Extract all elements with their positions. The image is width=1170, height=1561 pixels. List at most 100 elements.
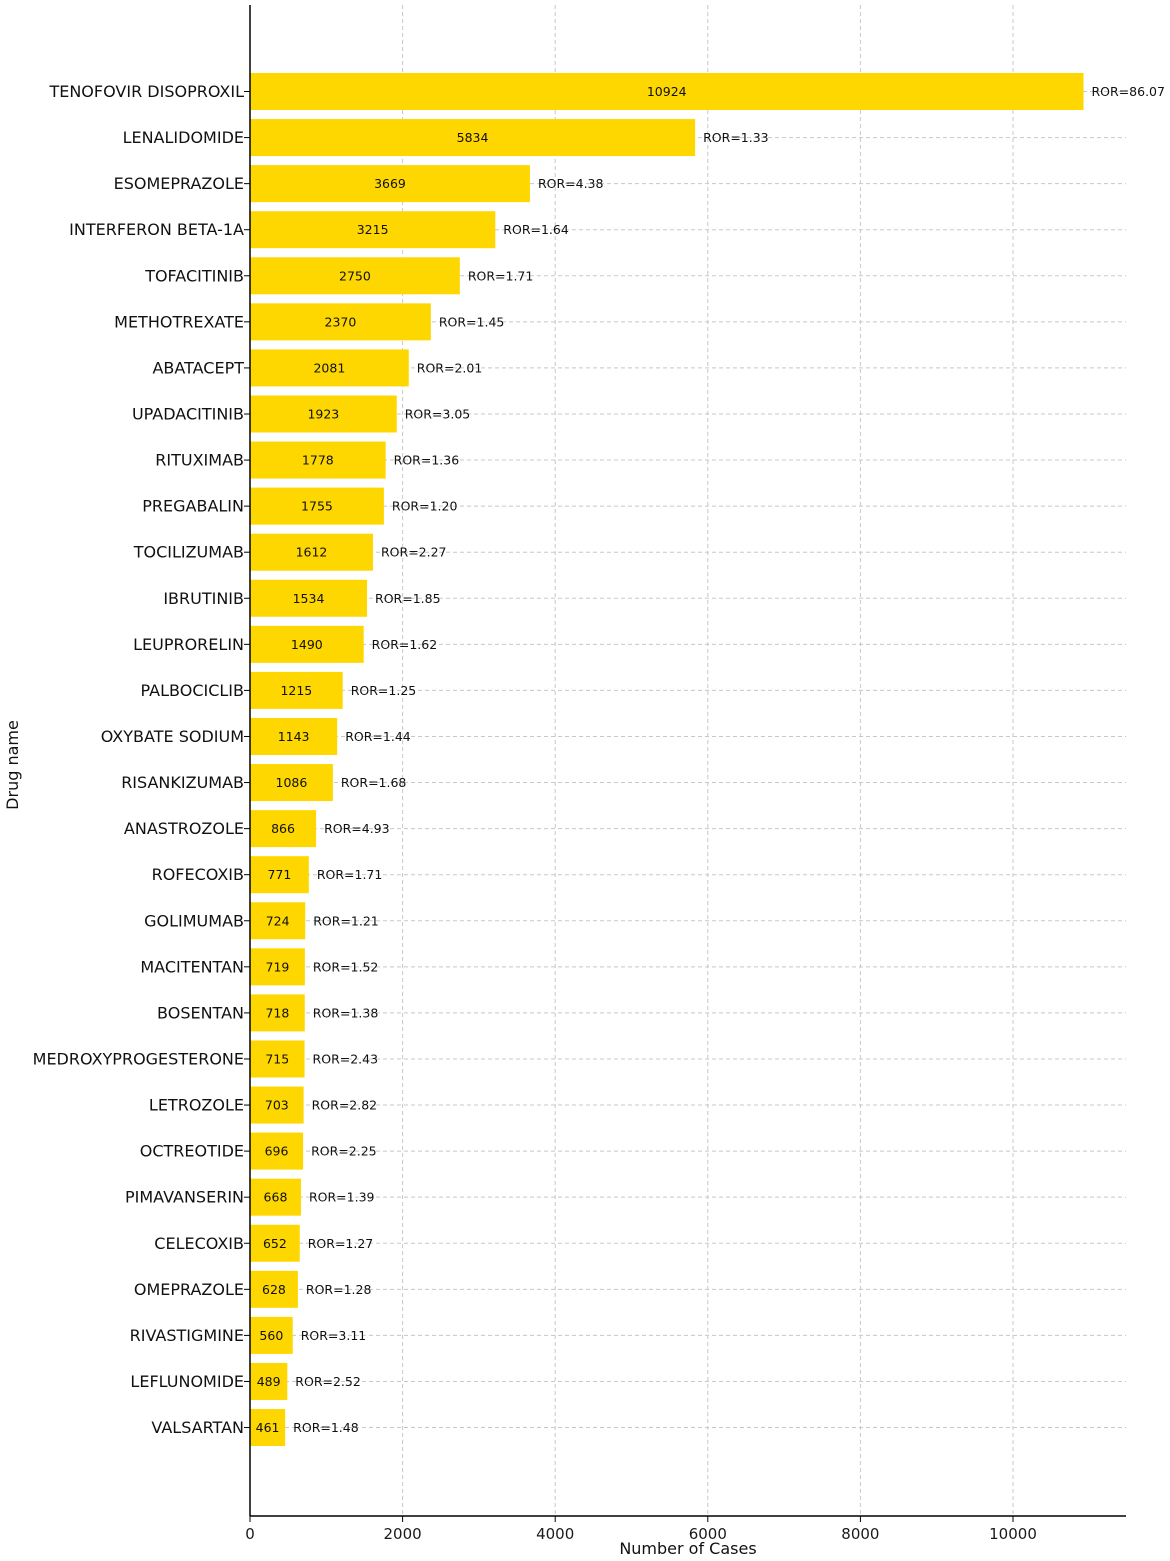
ror-annotation: ROR=1.52 (313, 959, 379, 974)
axes (249, 5, 1126, 1517)
grid-lines (250, 5, 1126, 1516)
category-label: LEFLUNOMIDE (130, 1372, 244, 1391)
bar (250, 717, 338, 755)
category-label: RITUXIMAB (155, 451, 244, 470)
bar-value-label: 461 (256, 1420, 280, 1435)
bar (250, 1270, 298, 1308)
category-label: VALSARTAN (151, 1418, 244, 1437)
bar (250, 257, 460, 295)
ror-annotation: ROR=3.05 (405, 406, 471, 421)
ror-annotation: ROR=1.28 (306, 1282, 372, 1297)
bar-value-label: 771 (267, 867, 291, 882)
category-label: METHOTREXATE (114, 312, 244, 331)
category-label: ESOMEPRAZOLE (114, 174, 244, 193)
x-tick-label: 8000 (841, 1525, 879, 1543)
bar (250, 533, 373, 571)
category-label: LETROZOLE (149, 1096, 244, 1115)
ror-annotation: ROR=1.48 (293, 1420, 359, 1435)
bar (250, 902, 306, 940)
bar (250, 810, 317, 848)
bar-value-label: 715 (265, 1051, 289, 1066)
ror-annotation: ROR=1.20 (392, 499, 458, 514)
ror-annotation: ROR=1.71 (468, 268, 534, 283)
category-label: OCTREOTIDE (140, 1142, 244, 1161)
bar-value-label: 1490 (291, 637, 323, 652)
ror-annotation: ROR=1.62 (372, 637, 438, 652)
bar (250, 625, 364, 663)
category-label: OMEPRAZOLE (134, 1280, 244, 1299)
bar (250, 211, 496, 249)
bar-value-label: 2370 (325, 314, 357, 329)
category-label: ROFECOXIB (152, 865, 244, 884)
bar-value-label: 489 (257, 1374, 281, 1389)
ror-annotation: ROR=1.68 (341, 775, 407, 790)
category-label: BOSENTAN (157, 1003, 244, 1022)
bar (250, 1224, 300, 1262)
bars: 10924 ROR=86.07 5834 ROR=1.33 3669 ROR=4.38 32… (250, 73, 1165, 1447)
bar-value-label: 668 (264, 1190, 288, 1205)
bar (250, 1040, 305, 1078)
category-label: GOLIMUMAB (144, 911, 244, 930)
bar-value-label: 718 (265, 1005, 289, 1020)
bar-value-label: 719 (266, 959, 290, 974)
bar (250, 994, 305, 1032)
ror-annotation: ROR=2.52 (295, 1374, 361, 1389)
bar-value-label: 628 (262, 1282, 286, 1297)
bar-value-label: 2081 (313, 360, 345, 375)
category-label: TOCILIZUMAB (133, 543, 244, 562)
bar (250, 1409, 286, 1447)
bar-value-label: 5834 (457, 130, 489, 145)
x-axis-title: Number of Cases (619, 1539, 756, 1558)
ror-annotation: ROR=1.85 (375, 591, 441, 606)
bar-value-label: 1612 (296, 545, 328, 560)
bar-value-label: 2750 (339, 268, 371, 283)
ror-annotation: ROR=2.43 (313, 1051, 379, 1066)
category-labels: TENOFOVIR DISOPROXIL LENALIDOMIDE ESOMEPRA… (33, 82, 250, 1437)
x-tick-label: 10000 (989, 1525, 1037, 1543)
bar (250, 1178, 301, 1216)
bar (250, 487, 384, 525)
bar (250, 856, 309, 894)
ror-annotation: ROR=4.93 (324, 821, 390, 836)
ror-annotation: ROR=1.27 (308, 1236, 374, 1251)
bar (250, 1132, 304, 1170)
ror-annotation: ROR=1.45 (439, 314, 505, 329)
ror-annotation: ROR=1.38 (313, 1005, 379, 1020)
bar-value-label: 1215 (280, 683, 312, 698)
x-tick-label: 4000 (536, 1525, 574, 1543)
category-label: TENOFOVIR DISOPROXIL (48, 82, 244, 101)
ror-annotation: ROR=1.21 (313, 913, 379, 928)
bar (250, 73, 1084, 110)
ror-annotation: ROR=4.38 (538, 176, 604, 191)
bar-value-label: 3215 (357, 222, 389, 237)
bar-value-label: 1534 (293, 591, 325, 606)
ror-annotation: ROR=1.36 (394, 453, 460, 468)
bar (250, 1086, 304, 1124)
category-label: PIMAVANSERIN (125, 1188, 244, 1207)
category-label: IBRUTINIB (163, 589, 244, 608)
ror-annotation: ROR=1.25 (351, 683, 417, 698)
bar (250, 1316, 293, 1354)
bar (250, 441, 386, 479)
bar (250, 119, 696, 157)
bar (250, 349, 409, 387)
ror-annotation: ROR=1.71 (317, 867, 383, 882)
category-label: RIVASTIGMINE (130, 1326, 244, 1345)
ror-annotation: ROR=1.39 (309, 1190, 375, 1205)
ror-annotation: ROR=2.01 (417, 360, 483, 375)
category-label: UPADACITINIB (132, 404, 244, 423)
ror-annotation: ROR=1.64 (503, 222, 569, 237)
bar (250, 395, 397, 433)
bar-value-label: 652 (263, 1236, 287, 1251)
ror-annotation: ROR=3.11 (301, 1328, 367, 1343)
category-label: CELECOXIB (154, 1234, 244, 1253)
x-tick-label: 0 (245, 1525, 255, 1543)
x-ticks: 0 2000 4000 6000 8000 10000 (245, 1516, 1037, 1543)
category-label: LENALIDOMIDE (123, 128, 244, 147)
category-label: MEDROXYPROGESTERONE (33, 1049, 244, 1068)
bar-value-label: 1143 (278, 729, 310, 744)
bar-value-label: 1086 (276, 775, 308, 790)
ror-annotation: ROR=2.27 (381, 545, 447, 560)
category-label: PREGABALIN (142, 497, 244, 516)
category-label: ANASTROZOLE (124, 819, 244, 838)
